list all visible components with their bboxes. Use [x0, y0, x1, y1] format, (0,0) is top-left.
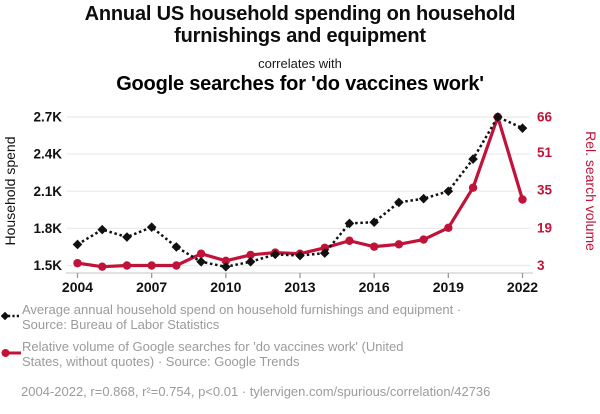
svg-text:2022: 2022 [507, 279, 538, 295]
svg-text:Household spend: Household spend [2, 137, 18, 246]
svg-text:1.5K: 1.5K [33, 258, 62, 273]
svg-text:2.7K: 2.7K [33, 110, 62, 125]
svg-text:2013: 2013 [284, 279, 315, 295]
svg-text:3: 3 [537, 258, 545, 273]
svg-text:2.1K: 2.1K [33, 184, 62, 199]
circle-solid-line-icon [1, 349, 21, 357]
correlates-with-label: correlates with [258, 56, 342, 71]
svg-text:2019: 2019 [433, 279, 464, 295]
svg-text:19: 19 [537, 220, 552, 235]
diamond-dashed-line-icon [0, 311, 21, 321]
legend-item-search: Relative volume of Google searches for '… [22, 339, 588, 369]
svg-text:2010: 2010 [210, 279, 241, 295]
page-title: Annual US household spending on househol… [20, 3, 580, 47]
svg-text:66: 66 [537, 110, 553, 125]
search-legend-marker [1, 346, 21, 358]
svg-text:2004: 2004 [62, 279, 93, 295]
spend-legend-marker [0, 309, 21, 321]
spend-legend-line-2: Source: Bureau of Labor Statistics [22, 316, 220, 332]
red-series-title: Google searches for 'do vaccines work' [116, 73, 484, 95]
svg-text:35: 35 [537, 183, 553, 198]
svg-text:51: 51 [537, 145, 553, 160]
svg-text:Rel. search volume: Rel. search volume [583, 131, 599, 251]
svg-text:1.8K: 1.8K [33, 221, 62, 236]
svg-text:2016: 2016 [359, 279, 390, 295]
search-legend-line-1: Relative volume of Google searches for '… [22, 339, 404, 354]
spend-legend-line-1: Average annual household spend on househ… [22, 302, 462, 317]
title-line-1: Annual US household spending on househol… [84, 3, 516, 25]
stats-and-source-url: 2004-2022, r=0.868, r²=0.754, p<0.01 · t… [21, 384, 491, 399]
legend-item-spend: Average annual household spend on househ… [22, 302, 588, 332]
svg-text:2.4K: 2.4K [33, 147, 62, 162]
search-legend-line-2: States, without quotes) · Source: Google… [22, 353, 300, 369]
svg-text:2007: 2007 [136, 279, 167, 295]
title-line-2: furnishings and equipment [174, 25, 426, 47]
